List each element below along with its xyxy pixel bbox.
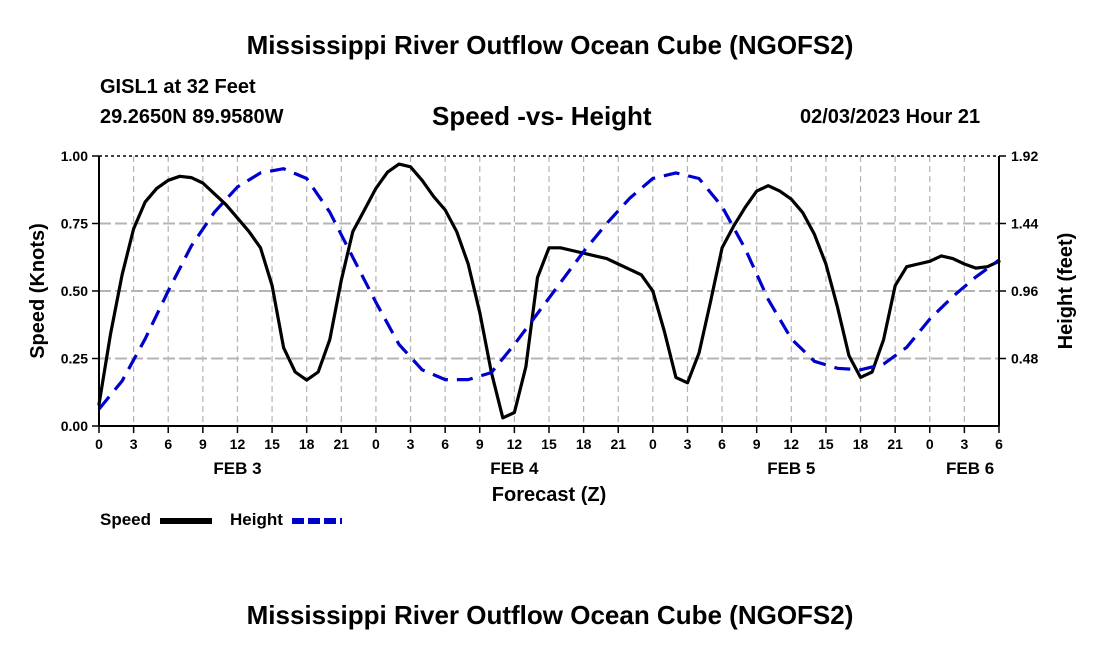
x-tick-label: 12 — [230, 436, 246, 452]
label-layer: 0 3 6 9 12 15 18 21 0 3 6 9 12 15 18 21 0 3 6 9 12 15 18 21 0 3 6F… — [27, 148, 1077, 506]
x-tick-label: 12 — [507, 436, 523, 452]
x-tick-label: 9 — [753, 436, 761, 452]
page-title-top: Mississippi River Outflow Ocean Cube (NG… — [246, 30, 854, 60]
x-tick-label: 3 — [407, 436, 415, 452]
series-layer — [97, 162, 1001, 420]
legend-height-label: Height — [230, 510, 283, 529]
axes-layer — [92, 155, 1006, 433]
date-label: FEB 5 — [767, 459, 815, 478]
x-tick-label: 18 — [853, 436, 869, 452]
series-line-height — [97, 167, 1000, 411]
x-tick-label: 18 — [576, 436, 592, 452]
x-tick-label: 21 — [887, 436, 903, 452]
y-left-tick-label: 0.75 — [61, 216, 88, 232]
y-left-tick-label: 1.00 — [61, 148, 88, 164]
x-tick-label: 12 — [784, 436, 800, 452]
x-tick-label: 6 — [995, 436, 1003, 452]
y-left-axis-title: Speed (Knots) — [27, 223, 49, 359]
y-right-axis-title: Height (feet) — [1055, 233, 1077, 350]
y-right-tick-label: 0.48 — [1011, 351, 1038, 367]
x-tick-label: 9 — [199, 436, 207, 452]
y-left-tick-label: 0.50 — [61, 283, 88, 299]
x-tick-label: 15 — [264, 436, 280, 452]
x-tick-label: 18 — [299, 436, 315, 452]
legend-speed-swatch — [160, 518, 212, 524]
grid-layer — [99, 155, 999, 426]
x-tick-label: 6 — [441, 436, 449, 452]
x-tick-label: 15 — [818, 436, 834, 452]
date-label: FEB 3 — [213, 459, 261, 478]
legend-speed-label: Speed — [100, 510, 152, 529]
y-right-tick-label: 1.92 — [1011, 148, 1038, 164]
coordinates-label: 29.2650N 89.9580W — [100, 106, 284, 128]
x-tick-label: 21 — [610, 436, 626, 452]
x-tick-label: 21 — [334, 436, 350, 452]
x-axis-title: Forecast (Z) — [492, 484, 606, 506]
x-tick-label: 0 — [95, 436, 103, 452]
x-tick-label: 3 — [130, 436, 138, 452]
x-tick-label: 9 — [476, 436, 484, 452]
x-tick-label: 3 — [960, 436, 968, 452]
date-label: FEB 4 — [490, 459, 539, 478]
x-tick-label: 6 — [718, 436, 726, 452]
forecast-datetime: 02/03/2023 Hour 21 — [800, 106, 981, 128]
date-label: FEB 6 — [946, 459, 994, 478]
x-tick-label: 3 — [684, 436, 692, 452]
y-left-tick-label: 0.00 — [61, 418, 88, 434]
x-tick-label: 0 — [926, 436, 934, 452]
x-tick-label: 0 — [649, 436, 657, 452]
x-tick-label: 15 — [541, 436, 557, 452]
x-tick-label: 0 — [372, 436, 380, 452]
x-tick-label: 6 — [164, 436, 172, 452]
legend-height-swatch — [292, 518, 342, 524]
y-right-tick-label: 1.44 — [1011, 216, 1038, 232]
page-title-bottom: Mississippi River Outflow Ocean Cube (NG… — [246, 600, 854, 630]
y-left-tick-label: 0.25 — [61, 351, 88, 367]
series-line-speed — [97, 162, 1001, 420]
chart-subtitle: Speed -vs- Height — [432, 101, 652, 131]
y-right-tick-label: 0.96 — [1011, 283, 1038, 299]
station-label: GISL1 at 32 Feet — [100, 76, 256, 98]
